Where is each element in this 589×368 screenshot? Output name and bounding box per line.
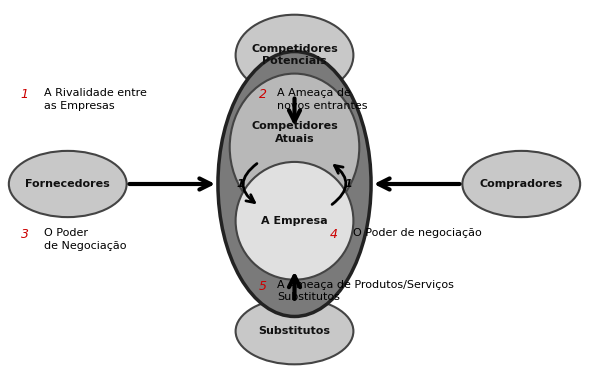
Text: Compradores: Compradores bbox=[479, 179, 563, 189]
Text: 4: 4 bbox=[330, 228, 338, 241]
Text: A Ameaça de
novos entrantes: A Ameaça de novos entrantes bbox=[277, 88, 368, 111]
Text: 1: 1 bbox=[21, 88, 29, 101]
Ellipse shape bbox=[236, 298, 353, 364]
Text: 1: 1 bbox=[236, 179, 244, 189]
Text: A Empresa: A Empresa bbox=[261, 216, 328, 226]
Text: 5: 5 bbox=[259, 280, 267, 293]
Text: 1: 1 bbox=[345, 179, 353, 189]
Text: 3: 3 bbox=[21, 228, 29, 241]
Ellipse shape bbox=[9, 151, 127, 217]
Text: A Ameaça de Produtos/Serviços
Substitutos: A Ameaça de Produtos/Serviços Substituto… bbox=[277, 280, 454, 302]
Text: Fornecedores: Fornecedores bbox=[25, 179, 110, 189]
Text: Competidores
Potenciais: Competidores Potenciais bbox=[251, 44, 338, 66]
Text: A Rivalidade entre
as Empresas: A Rivalidade entre as Empresas bbox=[44, 88, 147, 111]
Text: Substitutos: Substitutos bbox=[259, 326, 330, 336]
Ellipse shape bbox=[236, 15, 353, 96]
Text: 2: 2 bbox=[259, 88, 267, 101]
Ellipse shape bbox=[218, 52, 371, 316]
Ellipse shape bbox=[462, 151, 580, 217]
Ellipse shape bbox=[236, 162, 353, 280]
Ellipse shape bbox=[230, 74, 359, 221]
Text: Competidores
Atuais: Competidores Atuais bbox=[251, 121, 338, 144]
Text: O Poder de negociação: O Poder de negociação bbox=[353, 228, 482, 238]
Text: O Poder
de Negociação: O Poder de Negociação bbox=[44, 228, 127, 251]
